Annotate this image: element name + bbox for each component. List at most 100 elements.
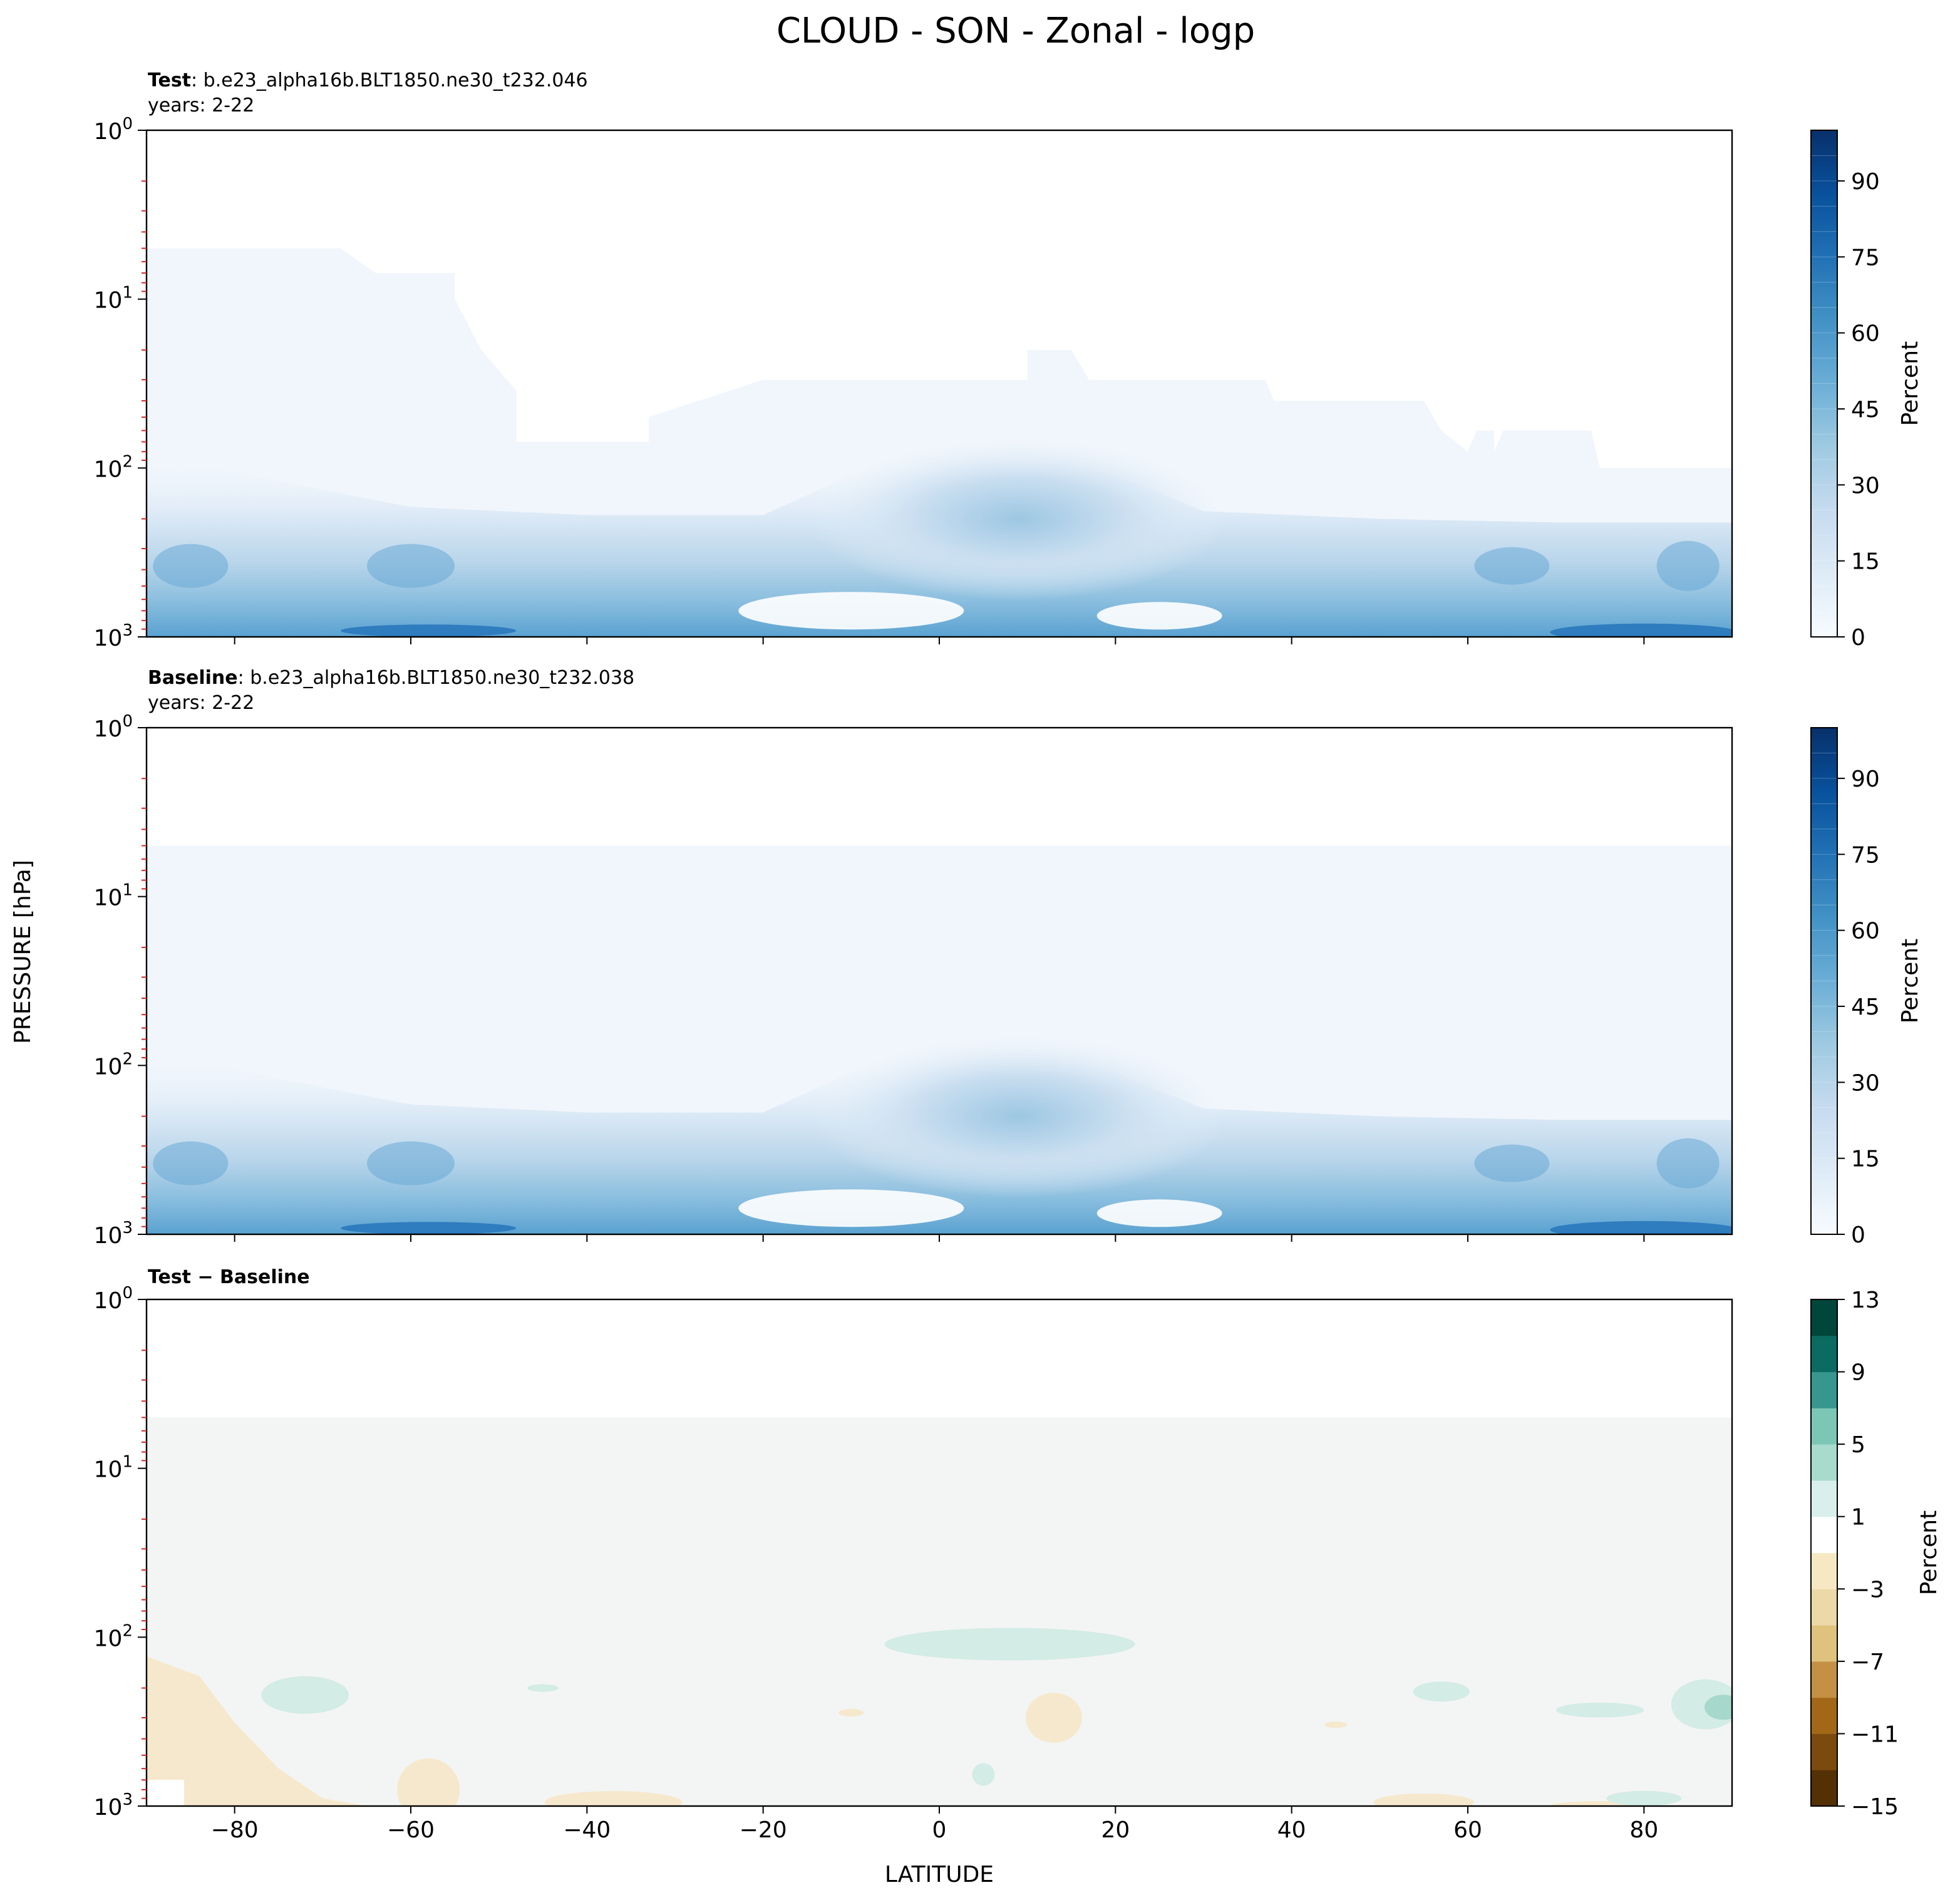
colorbar-label: Percent	[1916, 1510, 1942, 1595]
y-tick-label-exponent: 3	[122, 621, 133, 640]
panel-case-label-bold: Test	[148, 70, 191, 91]
positive-anomaly	[1556, 1702, 1644, 1718]
y-tick-label-exponent: 2	[122, 452, 133, 471]
boundary-layer-maximum	[341, 1222, 517, 1234]
colorbar-tick-label: 30	[1851, 473, 1880, 498]
contour-field	[147, 845, 1732, 1234]
colorbar-segment	[1811, 1589, 1837, 1626]
cloud-maximum	[1474, 1144, 1550, 1182]
x-tick-label: −40	[563, 1817, 611, 1843]
colorbar-segment	[1811, 1371, 1837, 1408]
colorbar-tick-label: −11	[1851, 1722, 1899, 1747]
test-panel: Test: b.e23_alpha16b.BLT1850.ne30_t232.0…	[94, 70, 1923, 651]
y-tick-label-exponent: 0	[122, 1284, 133, 1303]
colorbar-gradient	[1811, 130, 1837, 637]
y-tick-label-base: 10	[94, 1626, 123, 1651]
y-tick-label: 102	[94, 452, 133, 482]
y-tick-label: 103	[94, 621, 133, 651]
colorbar-segment	[1811, 1552, 1837, 1589]
subtropical-minimum	[738, 592, 964, 630]
colorbar: 0 15 30 45 60 75 90 Percent	[1810, 130, 1923, 651]
y-tick-label-base: 10	[94, 1054, 123, 1080]
x-tick-label: 20	[1101, 1817, 1130, 1843]
colorbar-tick-label: 5	[1851, 1432, 1865, 1458]
positive-anomaly	[972, 1763, 995, 1786]
negative-anomaly	[1025, 1692, 1082, 1743]
colorbar-tick-label: 45	[1851, 397, 1880, 423]
panel-case-label: Test: b.e23_alpha16b.BLT1850.ne30_t232.0…	[148, 70, 588, 91]
contour-field	[147, 248, 1732, 637]
panel-case-label: Test − Baseline	[148, 1266, 310, 1288]
missing-data	[147, 1780, 184, 1806]
positive-anomaly	[1413, 1681, 1470, 1702]
y-tick-label-exponent: 3	[122, 1790, 133, 1809]
positive-anomaly	[527, 1684, 559, 1692]
panel-case-label-bold: Test − Baseline	[148, 1266, 310, 1288]
colorbar-tick-label: 15	[1851, 1147, 1880, 1172]
colorbar-tick-label: 0	[1851, 625, 1865, 651]
cloud-maximum	[367, 544, 455, 588]
panel-years-label: years: 2-22	[148, 692, 254, 714]
colorbar-segment	[1811, 1408, 1837, 1445]
negative-anomaly	[1373, 1793, 1474, 1806]
subtropical-minimum	[738, 1189, 964, 1227]
colorbar-segment	[1811, 1335, 1837, 1373]
cloud-maximum	[367, 1141, 455, 1185]
colorbar-segment	[1811, 1444, 1837, 1481]
colorbar-frame	[1810, 1299, 1838, 1807]
negative-anomaly	[397, 1758, 460, 1806]
colorbar-tick-label: 0	[1851, 1222, 1865, 1248]
panel-case-label: Baseline: b.e23_alpha16b.BLT1850.ne30_t2…	[148, 667, 634, 689]
panel-years-label: years: 2-22	[148, 95, 254, 116]
colorbar-tick-label: 90	[1851, 169, 1880, 195]
panel-case-name: : b.e23_alpha16b.BLT1850.ne30_t232.038	[238, 667, 635, 689]
x-tick-label: 80	[1629, 1817, 1658, 1843]
panel-case-name: : b.e23_alpha16b.BLT1850.ne30_t232.046	[191, 70, 588, 91]
y-tick-label: 102	[94, 1621, 133, 1651]
subtropical-minimum	[1096, 1199, 1222, 1227]
colorbar-segment	[1811, 1299, 1837, 1336]
cloud-maximum	[1474, 547, 1550, 585]
y-tick-label-exponent: 2	[122, 1050, 133, 1068]
colorbar-tick-label: 30	[1851, 1070, 1880, 1096]
subtropical-minimum	[1096, 602, 1222, 630]
tropical-high-cloud	[812, 437, 1225, 601]
cloud-maximum	[1656, 1138, 1720, 1189]
x-tick-label: 0	[932, 1817, 947, 1843]
y-tick-label: 103	[94, 1790, 133, 1820]
boundary-layer-maximum	[1550, 623, 1732, 637]
tropical-high-cloud	[812, 1035, 1225, 1198]
y-tick-label-base: 10	[94, 288, 123, 314]
colorbar-segment	[1811, 1516, 1837, 1553]
colorbar-tick-label: 60	[1851, 919, 1880, 944]
colorbar-segment	[1811, 1480, 1837, 1517]
x-tick-label: −80	[211, 1817, 259, 1843]
colorbar-tick-label: −7	[1851, 1650, 1884, 1675]
colorbar-tick-label: 60	[1851, 321, 1880, 347]
baseline-panel: Baseline: b.e23_alpha16b.BLT1850.ne30_t2…	[94, 667, 1923, 1249]
colorbar-segment	[1811, 1733, 1837, 1770]
y-tick-label: 103	[94, 1219, 133, 1249]
x-tick-label: 40	[1277, 1817, 1306, 1843]
colorbar-segment	[1811, 1770, 1837, 1807]
y-tick-label: 101	[94, 1453, 133, 1483]
y-tick-label: 100	[94, 712, 133, 742]
y-tick-label: 101	[94, 284, 133, 314]
x-tick-label: −60	[387, 1817, 435, 1843]
y-tick-label-base: 10	[94, 1223, 123, 1249]
positive-anomaly-strong	[1704, 1695, 1732, 1720]
colorbar-tick-label: 90	[1851, 767, 1880, 792]
colorbar-tick-label: 15	[1851, 549, 1880, 575]
y-tick-label-base: 10	[94, 1457, 123, 1483]
negative-anomaly	[544, 1790, 683, 1806]
y-tick-label-exponent: 0	[122, 712, 133, 731]
colorbar-tick-label: −15	[1851, 1794, 1899, 1820]
positive-anomaly	[884, 1628, 1135, 1661]
colorbar-segment	[1811, 1625, 1837, 1662]
y-tick-label-base: 10	[94, 1795, 123, 1820]
cloud-maximum	[153, 544, 229, 588]
colorbar-tick-label: 75	[1851, 842, 1880, 868]
y-tick-label-base: 10	[94, 885, 123, 911]
y-tick-label-base: 10	[94, 119, 123, 145]
colorbar-tick-label: −3	[1851, 1577, 1884, 1603]
